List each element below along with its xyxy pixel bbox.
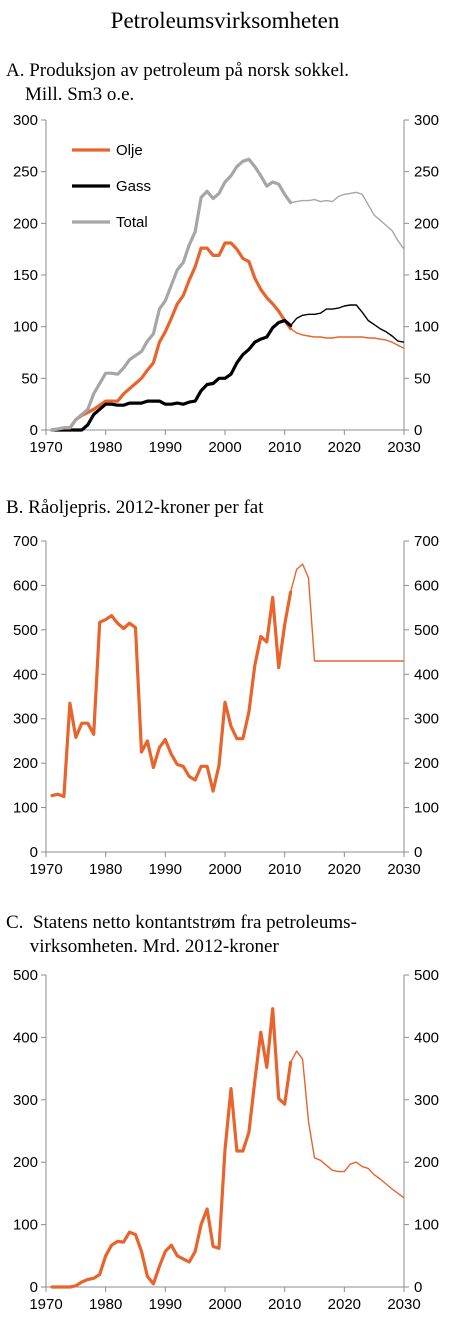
y-tick-label-right: 300 (414, 112, 439, 129)
series-gass-projection (290, 304, 405, 343)
x-tick-label: 2020 (328, 439, 361, 456)
x-tick-label: 1990 (149, 861, 182, 878)
y-tick-label-right: 300 (414, 1092, 439, 1109)
y-tick-label-left: 200 (13, 1154, 38, 1171)
x-tick-label: 1990 (149, 439, 182, 456)
y-tick-label-left: 200 (13, 215, 38, 232)
y-tick-label-left: 400 (13, 1029, 38, 1046)
y-tick-label-left: 100 (13, 319, 38, 336)
chart-c-title-line1: C. Statens netto kontantstrøm fra petrol… (6, 912, 357, 933)
y-tick-label-right: 0 (414, 1279, 422, 1296)
x-tick-label: 2020 (328, 861, 361, 878)
y-tick-label-right: 600 (414, 577, 439, 594)
y-tick-label-right: 0 (414, 422, 422, 439)
series-total-projection (290, 191, 405, 250)
y-tick-label-right: 150 (414, 267, 439, 284)
y-tick-label-left: 400 (13, 666, 38, 683)
series-gass-historical (50, 318, 293, 432)
x-tick-label: 1980 (89, 861, 122, 878)
x-tick-label: 1990 (149, 1296, 182, 1313)
y-tick-label-left: 500 (13, 622, 38, 639)
x-tick-label: 2010 (268, 861, 301, 878)
y-tick-label-left: 200 (13, 755, 38, 772)
x-tick-label: 2000 (208, 439, 241, 456)
x-tick-label: 1970 (29, 1296, 62, 1313)
y-tick-label-right: 500 (414, 622, 439, 639)
x-tick-label: 1970 (29, 861, 62, 878)
page-title: Petroleumsvirksomheten (110, 8, 340, 33)
y-tick-label-right: 500 (414, 967, 439, 984)
y-tick-label-right: 200 (414, 215, 439, 232)
y-tick-label-right: 100 (414, 319, 439, 336)
y-tick-label-left: 700 (13, 533, 38, 550)
y-tick-label-right: 250 (414, 164, 439, 181)
chart-a-title-line2: Mill. Sm3 o.e. (6, 84, 135, 105)
series-line-historical (50, 590, 293, 799)
y-tick-label-right: 200 (414, 755, 439, 772)
y-tick-label-right: 300 (414, 711, 439, 728)
y-tick-label-right: 0 (414, 844, 422, 861)
y-tick-label-left: 0 (30, 844, 38, 861)
y-tick-label-left: 150 (13, 267, 38, 284)
legend-label-total: Total (116, 214, 148, 231)
y-tick-label-right: 200 (414, 1154, 439, 1171)
chart-c-title-line2: virksomheten. Mrd. 2012-kroner (6, 936, 279, 957)
y-tick-label-left: 300 (13, 711, 38, 728)
x-tick-label: 2030 (387, 1296, 420, 1313)
chart-a-title-line1: A. Produksjon av petroleum på norsk sokk… (6, 60, 350, 81)
x-tick-label: 2030 (387, 439, 420, 456)
y-tick-label-right: 50 (414, 370, 431, 387)
y-tick-label-right: 100 (414, 800, 439, 817)
y-tick-label-left: 50 (21, 370, 38, 387)
y-tick-label-left: 0 (30, 422, 38, 439)
series-total-historical (50, 157, 293, 432)
y-tick-label-right: 400 (414, 666, 439, 683)
x-tick-label: 2000 (208, 1296, 241, 1313)
x-tick-label: 1980 (89, 1296, 122, 1313)
x-tick-label: 2010 (268, 439, 301, 456)
y-tick-label-left: 250 (13, 164, 38, 181)
y-tick-label-left: 500 (13, 967, 38, 984)
y-tick-label-left: 100 (13, 800, 38, 817)
y-tick-label-right: 100 (414, 1217, 439, 1234)
y-tick-label-left: 300 (13, 112, 38, 129)
y-tick-label-left: 100 (13, 1217, 38, 1234)
chart-b-title: B. Råoljepris. 2012-kroner per fat (6, 497, 264, 518)
y-tick-label-left: 300 (13, 1092, 38, 1109)
x-tick-label: 1980 (89, 439, 122, 456)
x-tick-label: 2020 (328, 1296, 361, 1313)
legend-label-gass: Gass (116, 178, 151, 195)
series-olje-projection (290, 328, 405, 350)
series-line-historical (50, 1007, 293, 1289)
y-tick-label-left: 600 (13, 577, 38, 594)
y-tick-label-right: 700 (414, 533, 439, 550)
x-tick-label: 2030 (387, 861, 420, 878)
y-tick-label-right: 400 (414, 1029, 439, 1046)
x-tick-label: 1970 (29, 439, 62, 456)
y-tick-label-left: 0 (30, 1279, 38, 1296)
x-tick-label: 2010 (268, 1296, 301, 1313)
series-olje-historical (50, 241, 293, 432)
series-line-projection (289, 1050, 405, 1199)
series-line-projection (289, 563, 404, 662)
legend-label-olje: Olje (116, 142, 143, 159)
x-tick-label: 2000 (208, 861, 241, 878)
